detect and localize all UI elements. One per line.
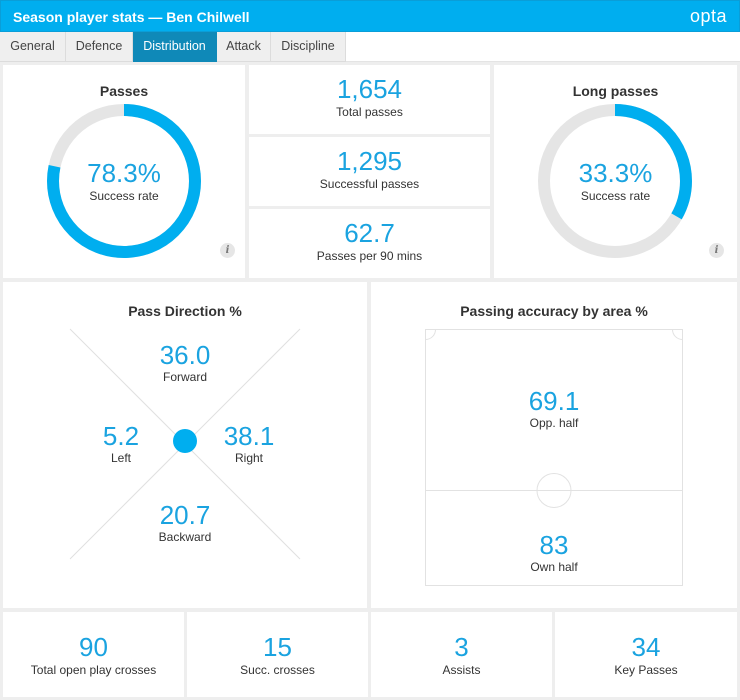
key-passes-label: Key Passes	[614, 663, 678, 677]
tab-attack[interactable]: Attack	[217, 32, 271, 62]
total-passes-value: 1,654	[336, 74, 403, 104]
forward-label: Forward	[162, 370, 207, 384]
backward-value: 20.7	[159, 500, 211, 530]
header-bar: Season player stats — Ben Chilwell opta	[0, 0, 740, 32]
left-value: 5.2	[102, 421, 140, 451]
pitch-corner-arc-right	[672, 329, 683, 340]
pitch-outline	[425, 329, 683, 586]
long-passes-title: Long passes	[572, 83, 659, 99]
long-passes-donut-arc	[538, 104, 692, 258]
opp-half-label: Opp. half	[529, 416, 579, 430]
right-label: Right	[234, 451, 263, 465]
right-value: 38.1	[223, 421, 275, 451]
pass-direction-title: Pass Direction %	[128, 303, 242, 319]
forward-value: 36.0	[159, 340, 211, 370]
passes-panel: Passes 78.3% Success rate i	[3, 65, 245, 278]
assists-value: 3	[454, 632, 469, 662]
own-half-value: 83	[539, 530, 569, 560]
tab-discipline[interactable]: Discipline	[271, 32, 346, 62]
assists-tile: 3 Assists	[371, 612, 552, 697]
passing-accuracy-title: Passing accuracy by area %	[460, 303, 648, 319]
open-play-crosses-label: Total open play crosses	[30, 663, 157, 677]
page-title: Season player stats — Ben Chilwell	[13, 9, 250, 25]
backward-label: Backward	[158, 530, 212, 544]
succ-crosses-label: Succ. crosses	[240, 663, 315, 677]
passes-success-value: 78.3%	[87, 158, 161, 188]
tab-defence[interactable]: Defence	[66, 32, 133, 62]
pitch-centre-circle	[536, 473, 572, 508]
passing-accuracy-panel: Passing accuracy by area % 69.1 Opp. hal…	[371, 282, 737, 608]
open-play-crosses-value: 90	[79, 632, 108, 662]
direction-center-dot	[173, 429, 197, 453]
passes-donut-arc	[47, 104, 201, 258]
passes-per-90-value: 62.7	[344, 218, 395, 248]
successful-passes-value: 1,295	[336, 146, 403, 176]
long-passes-panel: Long passes 33.3% Success rate i	[494, 65, 737, 278]
passes-donut	[47, 104, 201, 258]
pitch-corner-arc-left	[425, 329, 436, 340]
successful-passes-tile: 1,295 Successful passes	[249, 137, 490, 206]
long-passes-donut	[538, 104, 692, 258]
succ-crosses-tile: 15 Succ. crosses	[187, 612, 368, 697]
succ-crosses-value: 15	[263, 632, 292, 662]
total-passes-label: Total passes	[336, 105, 403, 119]
passes-per-90-tile: 62.7 Passes per 90 mins	[249, 209, 490, 278]
opta-logo: opta	[689, 6, 727, 26]
pass-direction-panel: Pass Direction % 36.0 Forward 5.2 Left 3…	[3, 282, 367, 608]
left-label: Left	[110, 451, 131, 465]
long-passes-success-value: 33.3%	[578, 158, 653, 188]
key-passes-value: 34	[631, 632, 661, 662]
open-play-crosses-tile: 90 Total open play crosses	[3, 612, 184, 697]
passes-success-label: Success rate	[89, 189, 159, 203]
tab-distribution[interactable]: Distribution	[133, 32, 217, 62]
key-passes-tile: 34 Key Passes	[555, 612, 737, 697]
opp-half-value: 69.1	[528, 386, 580, 416]
tab-bar: General Defence Distribution Attack Disc…	[0, 32, 740, 62]
pass-direction-cross	[69, 328, 301, 560]
passes-title: Passes	[99, 83, 149, 99]
tab-general[interactable]: General	[0, 32, 66, 62]
long-passes-success-label: Success rate	[580, 189, 651, 203]
passes-info-icon[interactable]: i	[220, 243, 235, 258]
assists-label: Assists	[442, 663, 481, 677]
successful-passes-label: Successful passes	[319, 177, 420, 191]
own-half-label: Own half	[530, 560, 578, 574]
passes-per-90-label: Passes per 90 mins	[316, 249, 423, 263]
pitch-diagram	[425, 329, 683, 586]
total-passes-tile: 1,654 Total passes	[249, 65, 490, 134]
long-passes-info-icon[interactable]: i	[709, 243, 724, 258]
